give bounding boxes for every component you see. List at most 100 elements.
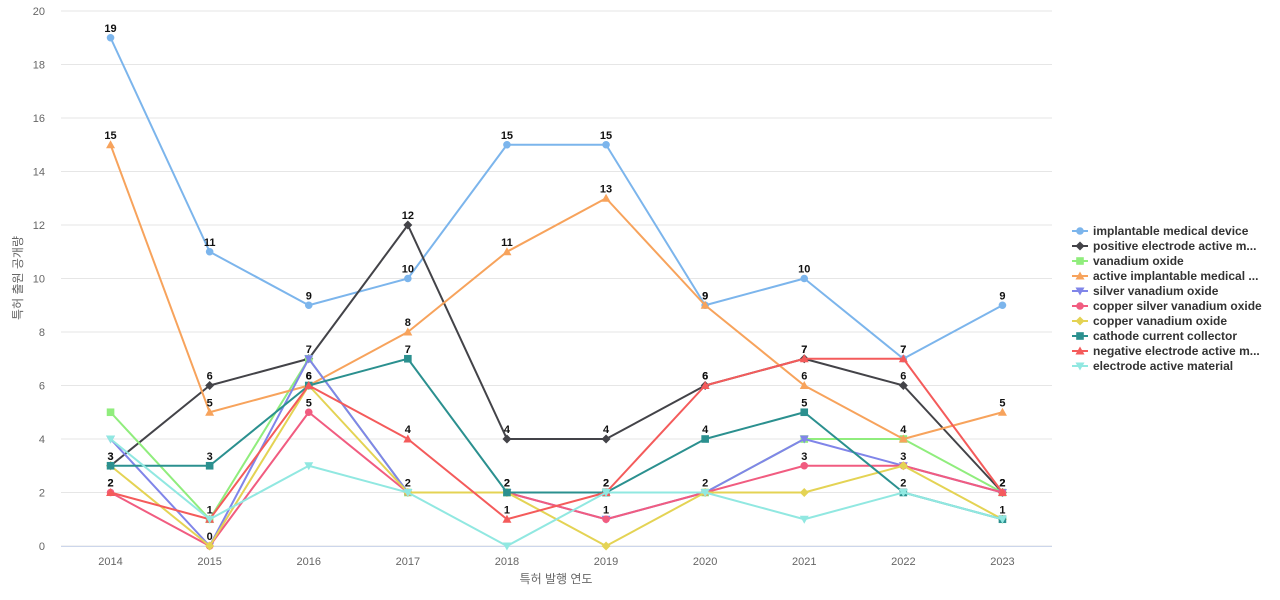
x-tick-label: 2014 xyxy=(98,556,122,568)
data-point[interactable] xyxy=(502,542,512,551)
data-point[interactable] xyxy=(403,489,413,497)
legend-item[interactable]: active implantable medical ... xyxy=(1072,269,1258,283)
legend-item[interactable]: copper vanadium oxide xyxy=(1072,314,1227,328)
data-point[interactable] xyxy=(403,220,413,230)
data-label: 6 xyxy=(702,371,708,383)
data-point[interactable] xyxy=(404,354,412,363)
legend-item[interactable]: vanadium oxide xyxy=(1072,254,1184,268)
data-point[interactable] xyxy=(205,461,214,470)
data-point[interactable] xyxy=(106,408,115,417)
legend-item[interactable]: silver vanadium oxide xyxy=(1072,284,1219,298)
legend-marker[interactable] xyxy=(1076,302,1084,310)
legend-label: vanadium oxide xyxy=(1093,254,1184,268)
data-point[interactable] xyxy=(701,435,709,443)
data-point[interactable] xyxy=(304,301,313,310)
data-point[interactable] xyxy=(304,408,313,417)
data-point[interactable] xyxy=(205,541,215,551)
legend-marker[interactable] xyxy=(1075,316,1085,326)
data-point[interactable] xyxy=(602,515,610,524)
legend-item[interactable]: electrode active material xyxy=(1072,359,1233,373)
data-point[interactable] xyxy=(800,274,809,283)
data-point[interactable] xyxy=(898,434,908,443)
data-label: 4 xyxy=(504,424,511,436)
y-tick-label: 18 xyxy=(33,60,45,72)
data-label: 2 xyxy=(999,478,1005,490)
data-label: 6 xyxy=(801,371,807,383)
legend-item[interactable]: implantable medical device xyxy=(1072,224,1249,238)
legend-marker[interactable] xyxy=(1075,346,1085,355)
data-point[interactable] xyxy=(404,274,412,283)
data-point[interactable] xyxy=(403,434,413,443)
data-point[interactable] xyxy=(205,381,215,390)
legend-marker[interactable] xyxy=(1075,362,1085,371)
data-label: 15 xyxy=(501,130,513,142)
legend-marker[interactable] xyxy=(1076,332,1084,340)
legend-item[interactable]: negative electrode active m... xyxy=(1072,344,1260,358)
legend-marker[interactable] xyxy=(1075,287,1085,296)
data-point[interactable] xyxy=(700,381,710,389)
data-point[interactable] xyxy=(700,300,710,309)
x-tick-label: 2021 xyxy=(792,556,816,568)
data-label: 3 xyxy=(107,451,113,463)
data-point[interactable] xyxy=(997,407,1007,416)
data-point[interactable] xyxy=(502,514,512,523)
legend-marker[interactable] xyxy=(1076,227,1084,235)
data-point[interactable] xyxy=(799,354,809,363)
data-point[interactable] xyxy=(602,140,610,149)
legend-item[interactable]: copper silver vanadium oxide xyxy=(1072,299,1262,313)
data-point[interactable] xyxy=(800,461,809,470)
legend-label: active implantable medical ... xyxy=(1093,269,1258,283)
data-point[interactable] xyxy=(799,435,809,444)
data-label: 6 xyxy=(900,371,906,383)
data-label: 2 xyxy=(504,478,510,490)
data-point[interactable] xyxy=(800,408,809,417)
data-label: 7 xyxy=(900,344,906,356)
y-tick-label: 8 xyxy=(39,327,45,339)
data-point[interactable] xyxy=(898,461,908,471)
x-tick-label: 2019 xyxy=(594,556,618,568)
data-point[interactable] xyxy=(106,435,116,444)
data-point[interactable] xyxy=(700,489,710,497)
data-point[interactable] xyxy=(997,488,1007,496)
data-point[interactable] xyxy=(205,515,215,524)
data-point[interactable] xyxy=(304,462,314,471)
data-point[interactable] xyxy=(502,434,512,444)
data-point[interactable] xyxy=(601,434,611,444)
legend-item[interactable]: cathode current collector xyxy=(1072,329,1237,343)
legend-item[interactable]: positive electrode active m... xyxy=(1072,239,1256,253)
legend-marker[interactable] xyxy=(1075,241,1085,251)
data-point[interactable] xyxy=(106,33,115,42)
data-point[interactable] xyxy=(799,515,809,524)
legend-marker[interactable] xyxy=(1075,271,1085,280)
data-point[interactable] xyxy=(997,515,1007,524)
data-point[interactable] xyxy=(898,354,908,363)
data-point[interactable] xyxy=(601,541,611,551)
data-point[interactable] xyxy=(106,140,116,149)
data-point[interactable] xyxy=(799,488,809,497)
data-point[interactable] xyxy=(205,407,215,416)
data-point[interactable] xyxy=(503,140,511,149)
data-point[interactable] xyxy=(601,489,611,497)
data-point[interactable] xyxy=(205,247,214,256)
data-label: 3 xyxy=(801,451,807,463)
data-label: 8 xyxy=(405,317,411,329)
data-point[interactable] xyxy=(601,193,611,202)
series-copper-silver-vanadium-oxide xyxy=(106,408,1007,550)
data-label: 2 xyxy=(107,478,113,490)
data-point[interactable] xyxy=(503,488,511,497)
data-point[interactable] xyxy=(304,355,314,364)
data-point[interactable] xyxy=(304,381,314,389)
data-point[interactable] xyxy=(898,381,908,390)
data-point[interactable] xyxy=(898,489,908,497)
data-point[interactable] xyxy=(106,461,115,470)
data-point[interactable] xyxy=(403,327,413,336)
data-point[interactable] xyxy=(799,381,809,389)
data-label: 7 xyxy=(801,344,807,356)
data-point[interactable] xyxy=(998,301,1007,310)
legend-marker[interactable] xyxy=(1076,257,1084,265)
data-point[interactable] xyxy=(502,247,512,256)
x-tick-label: 2018 xyxy=(495,556,519,568)
data-point[interactable] xyxy=(106,488,116,496)
